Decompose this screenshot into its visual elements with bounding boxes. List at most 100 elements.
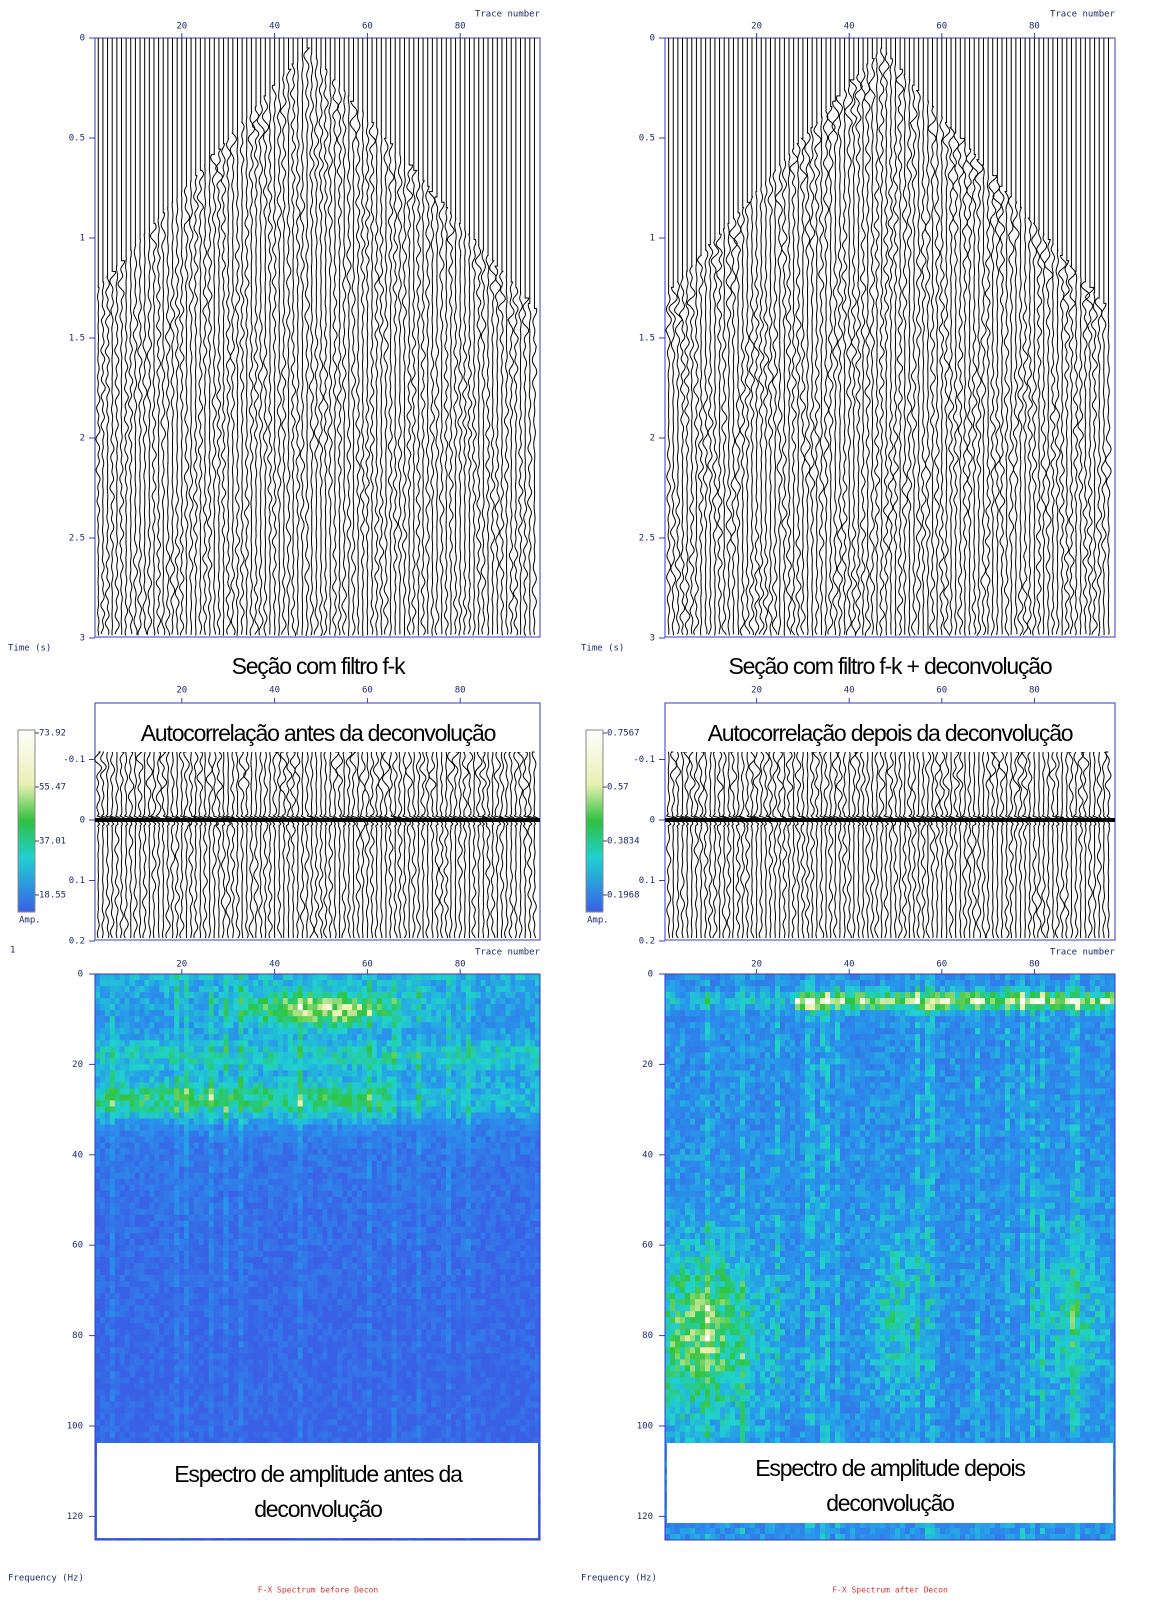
spectrum-cell	[169, 980, 175, 987]
spectrum-cell	[169, 1202, 175, 1210]
spectrum-cell	[193, 1010, 200, 1017]
spectrum-cell	[174, 1335, 180, 1342]
spectrum-cell	[342, 1220, 348, 1228]
spectrum-cell	[277, 1407, 284, 1414]
spectrum-cell	[327, 1064, 333, 1071]
spectrum-cell	[327, 1148, 333, 1155]
spectrum-cell	[124, 1094, 130, 1101]
spectrum-cell	[258, 1305, 264, 1312]
spectrum-cell	[258, 1275, 264, 1282]
spectrum-cell	[213, 1293, 219, 1300]
spectrum-cell	[159, 1004, 165, 1011]
spectrum-cell	[218, 1112, 224, 1119]
spectrum-cell	[292, 1293, 299, 1300]
spectrum-cell	[312, 1028, 318, 1035]
spectrum-cell	[342, 1052, 348, 1059]
spectrum-cell	[307, 1166, 313, 1174]
spectrum-cell	[104, 1425, 111, 1432]
spectrum-cell	[268, 1281, 274, 1288]
spectrum-cell	[248, 1341, 254, 1348]
spectrum-cell	[139, 1142, 145, 1149]
spectrum-cell	[253, 992, 259, 999]
spectrum-cell	[139, 1004, 145, 1011]
spectrum-cell	[129, 1287, 135, 1294]
spectrum-cell	[129, 1359, 135, 1366]
spectrum-cell	[95, 1052, 101, 1059]
spectrum-cell	[139, 1046, 145, 1053]
spectrum-cell	[282, 1287, 289, 1294]
spectrum-cell	[104, 1275, 111, 1282]
spectrum-cell	[198, 1058, 205, 1065]
spectrum-cell	[218, 1335, 224, 1342]
trace-wiggle	[196, 38, 205, 635]
spectrum-cell	[277, 1269, 284, 1276]
spectrum-cell	[213, 1202, 219, 1210]
spectrum-cell	[258, 1004, 264, 1011]
spectrum-cell	[327, 1100, 333, 1107]
spectrum-cell	[327, 1052, 333, 1059]
spectrum-cell	[179, 1070, 185, 1077]
spectrum-cell	[327, 980, 333, 987]
spectrum-cell	[253, 1022, 259, 1029]
spectrum-cell	[243, 998, 249, 1005]
spectrum-cell	[287, 1190, 294, 1198]
spectrum-cell	[184, 1353, 190, 1360]
spectrum-cell	[104, 1154, 111, 1161]
spectrum-cell	[312, 1371, 318, 1378]
spectrum-cell	[337, 1299, 343, 1306]
spectrum-cell	[253, 1263, 259, 1270]
spectrum-cell	[164, 1202, 170, 1210]
spectrum-cell	[297, 1160, 303, 1168]
spectrum-cell	[129, 1190, 135, 1198]
spectrum-cell	[169, 1070, 175, 1077]
spectrum-cell	[114, 1377, 121, 1384]
spectrum-cell	[248, 1299, 254, 1306]
spectrum-cell	[174, 1293, 180, 1300]
spectrum-cell	[193, 1100, 200, 1107]
trace-wiggle	[280, 38, 287, 635]
spectrum-cell	[213, 1178, 219, 1186]
spectrum-cell	[149, 1100, 155, 1107]
spectrum-cell	[268, 1251, 274, 1258]
spectrum-cell	[119, 980, 125, 987]
spectrum-cell	[253, 998, 259, 1005]
spectrum-cell	[223, 1335, 229, 1342]
spectrum-cell	[263, 1323, 269, 1330]
spectrum-cell	[223, 1130, 229, 1137]
spectrum-cell	[208, 1305, 214, 1312]
spectrum-cell	[169, 1088, 175, 1095]
spectrum-cell	[134, 974, 140, 981]
spectrum-cell	[169, 1275, 175, 1282]
spectrum-cell	[238, 1208, 244, 1216]
spectrum-cell	[109, 1064, 116, 1071]
spectrum-cell	[149, 1419, 155, 1426]
spectrum-cell	[218, 1214, 224, 1222]
spectrum-cell	[277, 1178, 284, 1186]
spectrum-cell	[248, 1323, 254, 1330]
spectrum-cell	[327, 1251, 333, 1258]
spectrum-cell	[193, 1371, 200, 1378]
spectrum-cell	[332, 992, 338, 999]
spectrum-cell	[208, 1016, 214, 1023]
spectrum-cell	[297, 1317, 303, 1324]
spectrum-cell	[129, 1263, 135, 1270]
spectrum-cell	[124, 1311, 130, 1318]
spectrum-cell	[282, 1184, 289, 1192]
spectrum-cell	[268, 1425, 274, 1432]
spectrum-cell	[174, 1263, 180, 1270]
spectrum-cell	[287, 1293, 294, 1300]
spectrum-cell	[119, 1251, 125, 1258]
spectrum-cell	[193, 1251, 200, 1258]
spectrum-cell	[233, 1383, 239, 1390]
spectrum-cell	[258, 1323, 264, 1330]
spectrum-cell	[263, 1413, 269, 1420]
spectrum-cell	[159, 1425, 165, 1432]
spectrum-cell	[159, 1106, 165, 1113]
spectrum-cell	[263, 1160, 269, 1168]
spectrum-cell	[99, 1371, 106, 1378]
spectrum-cell	[287, 1142, 294, 1149]
spectrum-cell	[218, 1245, 224, 1252]
spectrum-cell	[104, 1347, 111, 1354]
spectrum-cell	[327, 1130, 333, 1137]
spectrum-cell	[198, 1226, 205, 1234]
